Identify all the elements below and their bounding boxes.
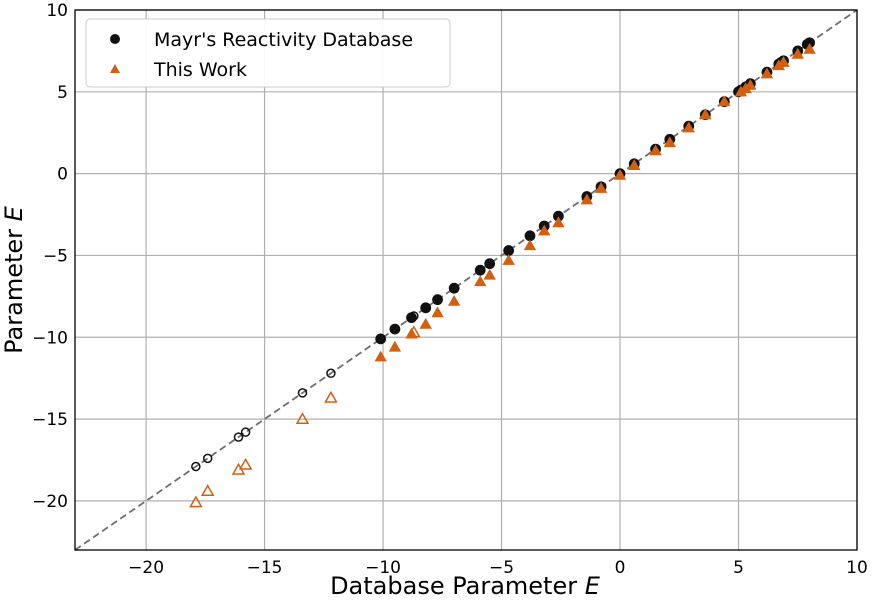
this-work-point — [474, 275, 487, 287]
mayr-point — [406, 312, 417, 324]
this-work-point — [419, 317, 432, 329]
this-work-point — [791, 47, 804, 59]
legend-marker-this-work — [110, 64, 120, 73]
y-tick-label: 10 — [46, 1, 68, 21]
mayr-point-open — [202, 453, 213, 464]
this-work-point — [613, 168, 627, 180]
y-tick-label: 0 — [57, 165, 68, 185]
y-tick-label: −5 — [43, 246, 68, 266]
this-work-point — [760, 67, 774, 79]
mayr-point — [375, 333, 387, 345]
x-tick-label: 5 — [733, 558, 744, 578]
legend-label-this-work: This Work — [153, 59, 247, 81]
data-points — [189, 37, 816, 508]
legend-box — [85, 18, 451, 88]
legend: Mayr's Reactivity Database This Work — [85, 18, 451, 88]
mayr-point — [389, 323, 401, 335]
mayr-point-open — [240, 427, 251, 437]
this-work-point — [580, 193, 594, 205]
y-tick-label: −20 — [32, 492, 68, 512]
mayr-point-open — [191, 461, 201, 472]
plot-frame — [74, 9, 858, 551]
x-tick-label: −10 — [365, 558, 401, 578]
this-work-point — [374, 350, 387, 362]
this-work-point — [523, 239, 537, 251]
this-work-point-open — [295, 412, 310, 424]
x-tick-label: −15 — [247, 558, 283, 578]
y-axis-ticks: −20 −15 −10 −5 0 5 10 — [32, 1, 68, 512]
x-axis-title: Database Parameter E — [330, 572, 601, 600]
x-tick-label: 10 — [846, 558, 868, 578]
this-work-point — [682, 121, 695, 133]
this-work-point — [483, 268, 496, 280]
y-tick-label: 5 — [57, 83, 68, 103]
mayr-point — [524, 230, 536, 242]
this-work-point — [772, 59, 785, 71]
this-work-point — [649, 144, 662, 156]
mayr-point-open — [409, 311, 419, 321]
mayr-point-open — [326, 368, 336, 379]
legend-label-mayr: Mayr's Reactivity Database — [154, 29, 413, 51]
mayr-point-open — [297, 388, 308, 398]
this-work-point — [431, 306, 444, 318]
this-work-point-open — [200, 484, 215, 496]
this-work-point-open — [189, 495, 203, 508]
mayr-point — [474, 264, 486, 276]
y-axis-title: Parameter E — [0, 205, 28, 354]
this-work-point — [388, 340, 402, 352]
x-axis-ticks: −20 −15 −10 −5 0 5 10 — [128, 558, 868, 578]
x-tick-label: −20 — [128, 558, 164, 578]
mayr-point — [420, 302, 432, 314]
y-tick-label: −15 — [32, 410, 68, 430]
this-work-point-open — [324, 390, 338, 403]
this-work-point — [502, 254, 515, 265]
this-work-point — [594, 182, 608, 193]
x-tick-label: −5 — [489, 558, 514, 578]
this-work-point — [538, 224, 551, 236]
this-work-point — [628, 159, 641, 170]
this-work-point — [663, 136, 676, 148]
x-tick-label: 0 — [615, 558, 626, 578]
this-work-point — [803, 42, 816, 54]
series-1 — [189, 42, 816, 508]
mayr-point — [484, 258, 496, 270]
this-work-point — [447, 294, 461, 306]
reference-line — [74, 9, 858, 551]
this-work-point-open — [407, 325, 421, 338]
this-work-point — [734, 85, 748, 97]
y-tick-label: −10 — [32, 328, 68, 348]
reference-line-y-equals-x — [74, 9, 858, 551]
this-work-point — [552, 216, 565, 228]
this-work-point — [718, 95, 731, 107]
this-work-point — [699, 108, 712, 120]
mayr-point — [448, 282, 460, 294]
mayr-point-open — [233, 432, 244, 442]
this-work-point-open — [238, 457, 253, 470]
mayr-point — [432, 294, 443, 306]
this-work-point-open — [231, 462, 246, 475]
mayr-point — [503, 245, 515, 256]
legend-marker-mayr — [110, 34, 120, 44]
